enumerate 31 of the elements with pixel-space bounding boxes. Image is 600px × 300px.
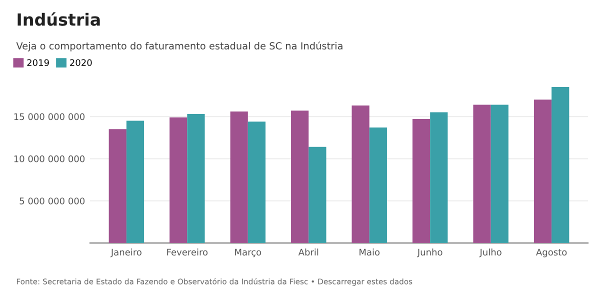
bar — [490, 104, 508, 243]
bar — [552, 87, 570, 243]
x-tick-label: Julho — [479, 248, 502, 258]
bar — [170, 117, 188, 243]
chart-subtitle: Veja o comportamento do faturamento estadual de SC na Indústria — [16, 42, 342, 52]
bar — [430, 112, 448, 243]
x-tick-label: Maio — [360, 248, 380, 256]
bar — [308, 146, 326, 243]
chart-title: Indústria — [18, 12, 100, 26]
bar — [352, 106, 370, 243]
bar — [187, 114, 205, 243]
bar — [473, 104, 491, 243]
y-tick-label: 5 000 000 000 — [20, 198, 85, 204]
bar — [248, 122, 266, 243]
bar — [230, 111, 248, 243]
y-tick-label: 15 000 000 000 — [14, 113, 85, 120]
x-tick-label: Agosto — [536, 248, 567, 258]
x-tick-label: Fevereiro — [167, 248, 208, 256]
x-tick-label: Junho — [416, 248, 442, 258]
x-tick-label: Abril — [298, 248, 318, 256]
bar — [108, 129, 126, 243]
bar — [126, 120, 144, 243]
y-tick-label: 10 000 000 000 — [14, 155, 85, 162]
bar — [369, 127, 387, 243]
bar — [291, 110, 309, 243]
x-tick-label: Março — [235, 248, 262, 258]
bar — [412, 119, 430, 243]
legend-label: 2020 — [70, 59, 92, 66]
bar — [534, 100, 552, 243]
x-tick-label: Janeiro — [110, 248, 142, 258]
legend-label: 2019 — [27, 59, 49, 66]
